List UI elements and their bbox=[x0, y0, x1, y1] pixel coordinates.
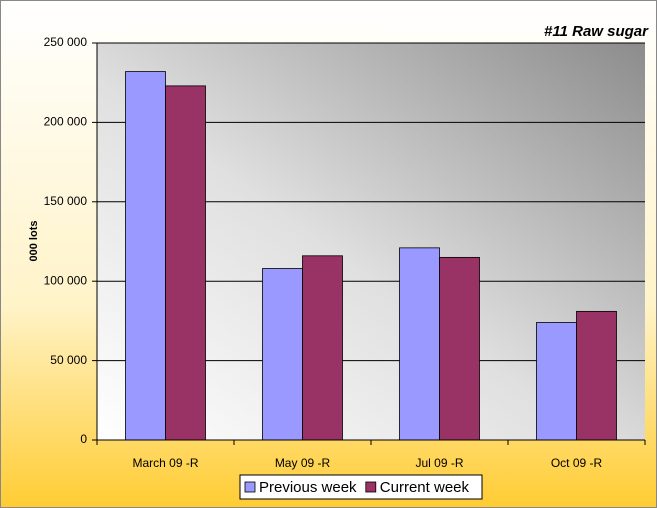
bar bbox=[165, 85, 206, 441]
y-tick-label: 0 bbox=[80, 432, 87, 446]
bar bbox=[125, 71, 166, 441]
legend-box bbox=[239, 474, 483, 500]
y-tick-label: 150 000 bbox=[44, 194, 88, 208]
bar bbox=[439, 256, 480, 441]
y-tick-label: 250 000 bbox=[44, 35, 88, 49]
y-tick-label: 200 000 bbox=[44, 115, 88, 129]
legend-label: Current week bbox=[380, 479, 470, 496]
bar bbox=[262, 268, 303, 441]
x-tick-label: Oct 09 -R bbox=[551, 456, 603, 470]
x-tick-label: May 09 -R bbox=[275, 456, 331, 470]
legend-label: Previous week bbox=[259, 479, 357, 496]
chart-title: #11 Raw sugar bbox=[544, 23, 649, 40]
y-axis-label: 000 lots bbox=[28, 221, 40, 262]
bar bbox=[576, 310, 617, 441]
x-tick-label: March 09 -R bbox=[132, 456, 198, 470]
legend-swatch bbox=[365, 481, 377, 493]
bar bbox=[399, 247, 440, 441]
x-tick-label: Jul 09 -R bbox=[415, 456, 463, 470]
y-tick-label: 100 000 bbox=[44, 273, 88, 287]
legend-swatch bbox=[244, 481, 256, 493]
y-tick-label: 50 000 bbox=[50, 353, 87, 367]
bar bbox=[302, 255, 343, 441]
bar bbox=[536, 322, 577, 441]
